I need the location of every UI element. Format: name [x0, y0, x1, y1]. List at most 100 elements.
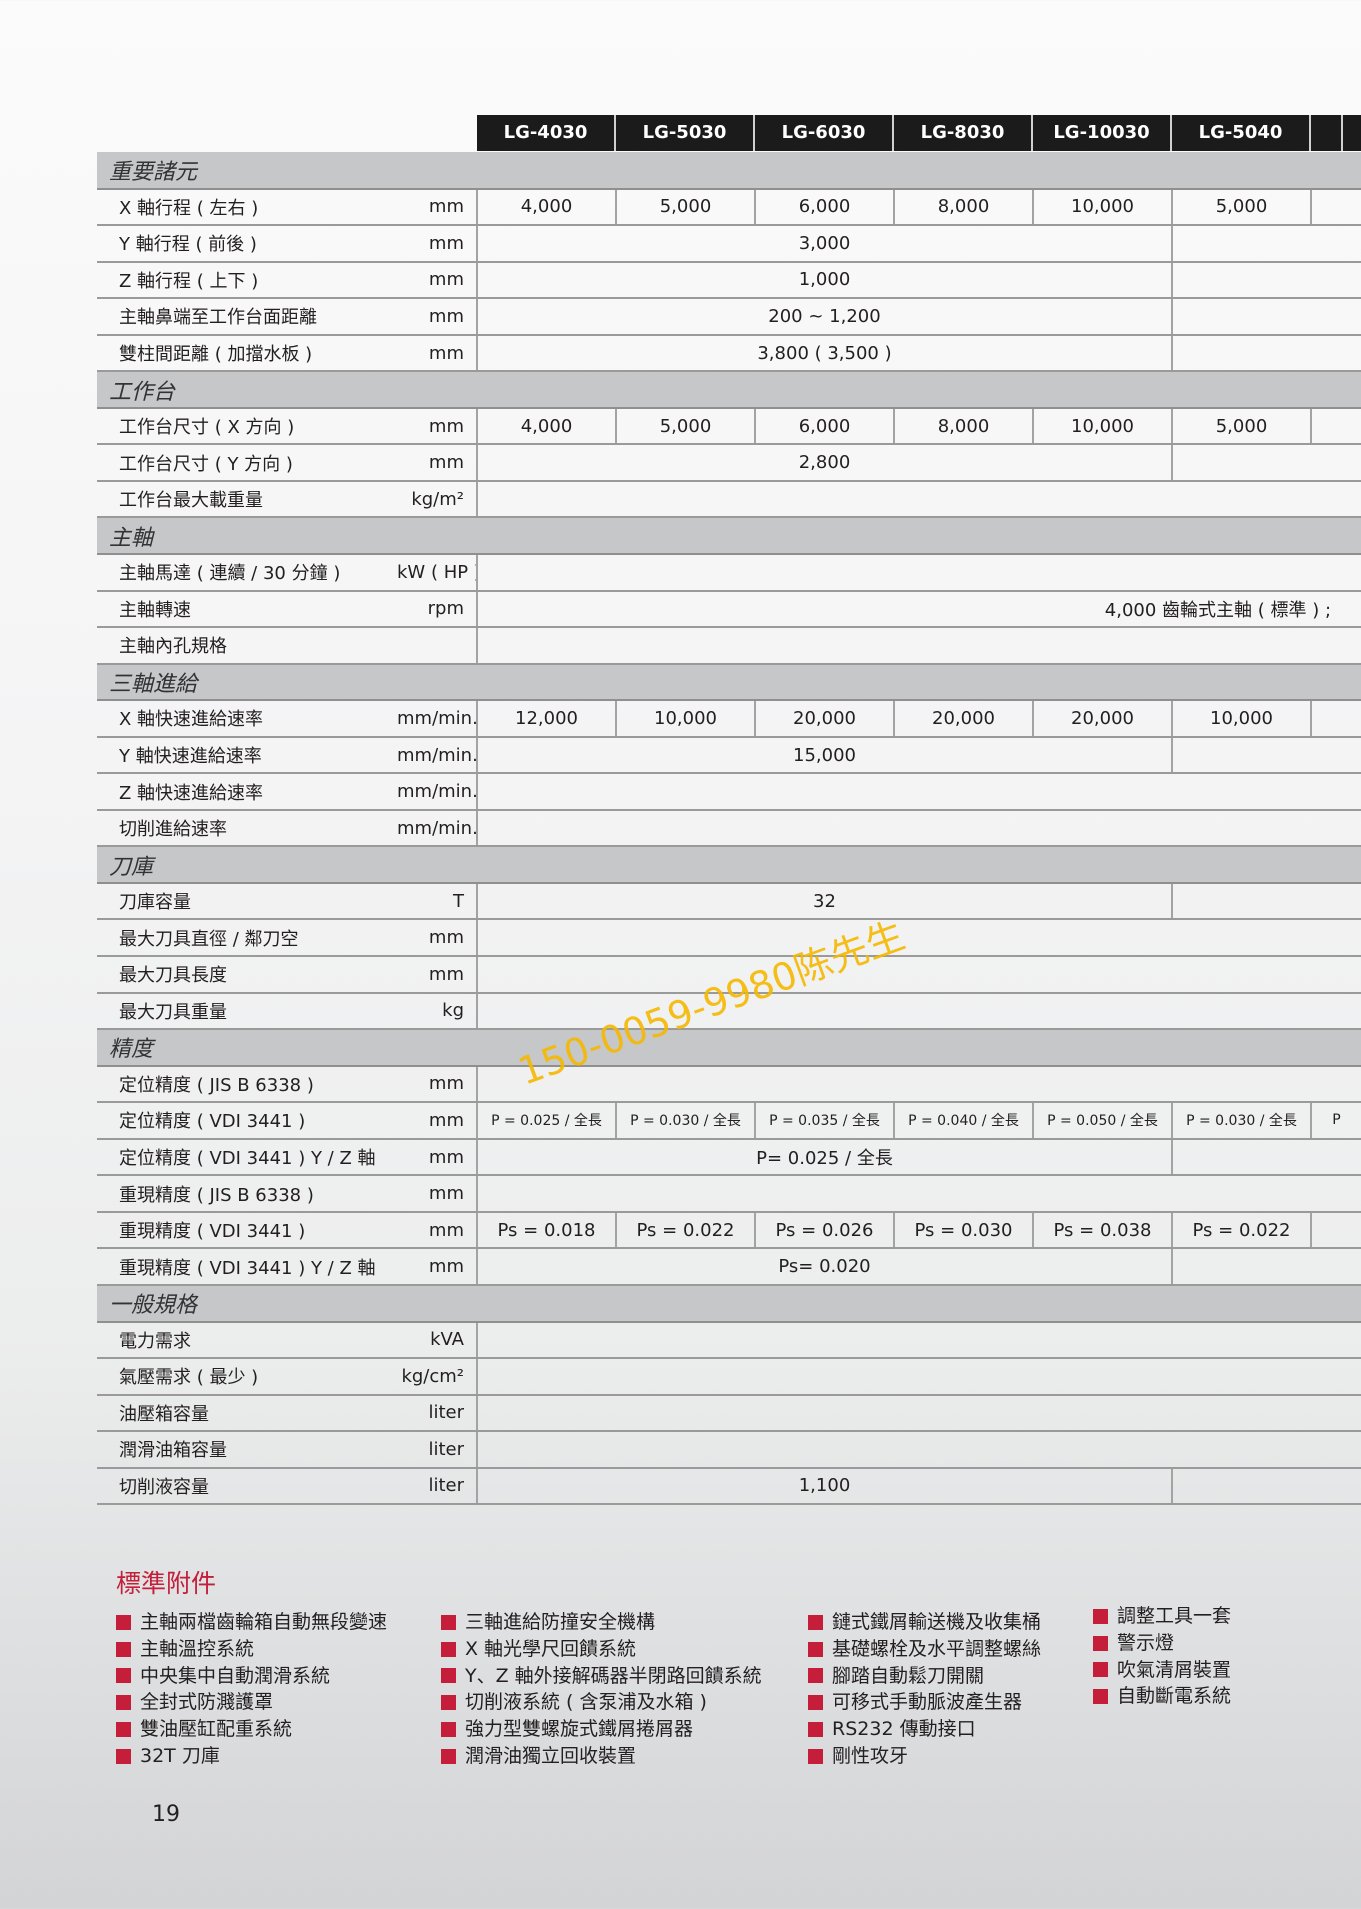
spec-label: 工作台尺寸 ( X 方向 )	[97, 407, 397, 446]
accessories-column: 調整工具一套 警示燈吹氣清屑裝置 自動斷電系統	[1093, 1603, 1231, 1710]
accessory-label: X 軸光學尺回饋系統	[465, 1637, 637, 1660]
spec-row: 重現精度 ( VDI 3441 ) mm Ps = 0.018 Ps = 0.022 P…	[97, 1211, 1361, 1250]
spec-value	[475, 992, 1361, 1031]
square-bullet-icon	[116, 1695, 131, 1711]
section-header: 工作台	[97, 371, 1361, 409]
accessories-column: 鏈式鐵屑輸送機及收集桶 基礎螺栓及水平調整螺絲 腳踏自動鬆刀開關 可移式手動脈波產生器…	[808, 1609, 1041, 1770]
square-bullet-icon	[808, 1614, 823, 1630]
accessory-label: 主軸溫控系統	[140, 1637, 255, 1660]
spec-row: Y 軸快速進給速率 mm/min. 15,000	[97, 736, 1361, 775]
spec-row: 主軸轉速 rpm 4,000 齒輪式主軸 ( 標準 ) ;	[97, 590, 1361, 629]
spec-row: 主軸馬達 ( 連續 / 30 分鐘 ) kW ( HP )	[97, 554, 1361, 592]
spec-value	[1170, 1467, 1361, 1506]
square-bullet-icon	[441, 1614, 456, 1630]
section-header: 精度	[97, 1029, 1361, 1067]
spec-value: 3,000	[476, 225, 1172, 263]
spec-value	[475, 1321, 1361, 1360]
spec-row: Z 軸快速進給速率 mm/min.	[97, 773, 1361, 811]
section-header: 三軸進給	[97, 663, 1361, 702]
spec-value	[475, 627, 1361, 665]
spec-row: 切削液容量 liter 1,100	[97, 1467, 1361, 1506]
spec-value: 5,000	[615, 188, 755, 227]
accessories-column: 主軸兩檔齒輪箱自動無段變速 主軸溫控系統 中央集中自動潤滑系統 全封式防濺護罩 雙油壓缸…	[116, 1609, 387, 1770]
section-title: 工作台	[97, 371, 1361, 409]
spec-label: 主軸鼻端至工作台面距離	[97, 298, 397, 336]
spec-value: 10,000	[1032, 188, 1172, 227]
accessory-item: 三軸進給防撞安全機構	[441, 1609, 762, 1636]
spec-value: 32	[476, 882, 1172, 921]
square-bullet-icon	[808, 1641, 823, 1657]
spec-label: Z 軸行程 ( 上下 )	[97, 261, 397, 300]
section-title: 精度	[97, 1029, 1361, 1067]
spec-unit: liter	[397, 1394, 477, 1433]
spec-row: 氣壓需求 ( 最少 ) kg/cm²	[97, 1358, 1361, 1396]
spec-row: 重現精度 ( JIS B 6338 ) mm	[97, 1175, 1361, 1213]
section-header: 刀庫	[97, 846, 1361, 884]
accessory-item: 吹氣清屑裝置	[1093, 1657, 1231, 1684]
spec-unit: mm	[397, 1248, 477, 1286]
accessory-item: 鏈式鐵屑輸送機及收集桶	[808, 1609, 1041, 1636]
spec-value: 6,000	[754, 188, 894, 227]
square-bullet-icon	[1093, 1689, 1108, 1705]
spec-value	[475, 773, 1361, 811]
spec-row: 工作台尺寸 ( X 方向 ) mm 4,000 5,000 6,000 8,000 10,0…	[97, 407, 1361, 446]
spec-unit: kg/cm²	[397, 1358, 477, 1396]
spec-label: 刀庫容量	[97, 882, 397, 921]
spec-value: 20,000	[754, 700, 894, 738]
spec-label: 潤滑油箱容量	[97, 1431, 397, 1469]
section-title: 主軸	[97, 517, 1361, 556]
spec-unit: rpm	[397, 590, 477, 629]
spec-value: 200 ~ 1,200	[476, 298, 1172, 336]
spec-value: 10,000	[1032, 407, 1172, 446]
spec-label: 最大刀具重量	[97, 992, 397, 1031]
spec-unit: mm	[397, 444, 477, 482]
accessory-item: 切削液系統 ( 含泵浦及水箱 )	[441, 1689, 762, 1716]
accessory-item: 調整工具一套	[1093, 1603, 1231, 1630]
accessory-label: 吹氣清屑裝置	[1117, 1658, 1232, 1681]
accessory-item: RS232 傳動接口	[808, 1716, 1041, 1743]
square-bullet-icon	[1093, 1608, 1108, 1624]
accessory-label: 警示燈	[1117, 1631, 1175, 1654]
accessory-item: 主軸溫控系統	[116, 1636, 387, 1663]
spec-value	[475, 1065, 1361, 1104]
square-bullet-icon	[116, 1748, 131, 1764]
spec-value: Ps = 0.022	[615, 1211, 755, 1250]
spec-row: 定位精度 ( JIS B 6338 ) mm	[97, 1065, 1361, 1104]
spec-unit: mm	[397, 1175, 477, 1213]
spec-row: 主軸鼻端至工作台面距離 mm 200 ~ 1,200	[97, 298, 1361, 336]
spec-unit	[397, 627, 477, 665]
square-bullet-icon	[116, 1641, 131, 1657]
spec-unit: mm	[397, 1138, 477, 1177]
spec-label: 最大刀具長度	[97, 956, 397, 994]
spec-row: 最大刀具直徑 / 鄰刀空 mm	[97, 919, 1361, 958]
accessory-label: 全封式防濺護罩	[140, 1691, 274, 1714]
spec-unit: mm/min.	[397, 736, 477, 775]
accessory-item: 強力型雙螺旋式鐵屑捲屑器	[441, 1716, 762, 1743]
spec-value: 5,000	[615, 407, 755, 446]
spec-value: Ps= 0.020	[476, 1248, 1172, 1286]
accessory-label: 剛性攻牙	[832, 1744, 909, 1767]
spec-value: Ps = 0.026	[754, 1211, 894, 1250]
accessory-label: RS232 傳動接口	[832, 1718, 976, 1741]
model-header-cell: LG-5030	[616, 115, 755, 151]
spec-unit: kVA	[397, 1321, 477, 1360]
accessory-label: 主軸兩檔齒輪箱自動無段變速	[140, 1611, 388, 1633]
accessory-item: 自動斷電系統	[1093, 1683, 1231, 1710]
accessories-column: 三軸進給防撞安全機構 X 軸光學尺回饋系統 Y、Z 軸外接解碼器半閉路回饋系統 切削液…	[441, 1609, 762, 1770]
spec-unit: mm	[397, 188, 477, 227]
spec-value: 4,000	[476, 188, 616, 227]
square-bullet-icon	[441, 1695, 456, 1711]
spec-value	[1309, 188, 1361, 227]
spec-value: P = 0.030 / 全長	[615, 1102, 755, 1140]
square-bullet-icon	[116, 1668, 131, 1684]
model-header-cell	[1343, 115, 1361, 151]
spec-unit: mm	[397, 334, 477, 373]
spec-row: 定位精度 ( VDI 3441 ) Y / Z 軸 mm P= 0.025 / 全長	[97, 1138, 1361, 1177]
spec-value	[1170, 261, 1361, 300]
spec-label: 重現精度 ( VDI 3441 )	[97, 1211, 397, 1250]
spec-label: 氣壓需求 ( 最少 )	[97, 1358, 397, 1396]
spec-value: P = 0.040 / 全長	[893, 1102, 1033, 1140]
accessory-item: 剛性攻牙	[808, 1743, 1041, 1770]
spec-value: Ps = 0.018	[476, 1211, 616, 1250]
accessory-label: 潤滑油獨立回收裝置	[465, 1744, 637, 1767]
